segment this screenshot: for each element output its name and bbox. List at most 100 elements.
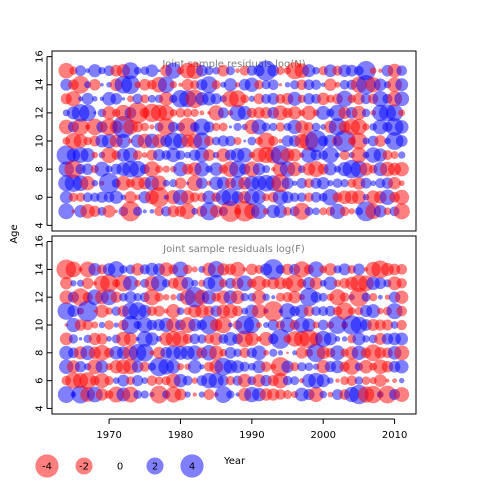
bubble <box>88 262 102 276</box>
bubble <box>138 304 152 318</box>
bubble <box>59 332 73 346</box>
bubble <box>319 390 328 399</box>
legend-label: 0 <box>117 462 123 473</box>
bubble <box>303 305 315 317</box>
y-tick-label: 14 <box>35 78 46 91</box>
bubble <box>398 109 406 117</box>
bubble <box>193 132 211 150</box>
bubble <box>146 375 158 386</box>
bubble <box>227 322 233 328</box>
bubble <box>132 375 144 387</box>
bubble <box>350 118 367 136</box>
bubble <box>353 263 365 276</box>
bubble <box>394 189 410 205</box>
bubble <box>228 125 232 129</box>
bubble <box>132 150 143 160</box>
bubble <box>200 76 218 94</box>
bubble <box>237 147 253 163</box>
bubble <box>316 374 330 388</box>
bubble <box>81 92 94 105</box>
bubble <box>312 66 320 75</box>
bubble <box>60 277 73 290</box>
bubble <box>390 321 399 329</box>
bubble <box>252 162 266 176</box>
bubble <box>326 94 335 104</box>
bubble <box>218 278 228 288</box>
bubble <box>377 307 384 315</box>
bubble <box>327 377 334 384</box>
bubble <box>395 78 409 92</box>
bubble <box>204 66 214 76</box>
bubble <box>234 82 241 88</box>
bubble <box>82 192 93 203</box>
bubble <box>345 64 358 77</box>
bubble <box>199 110 205 116</box>
bubble <box>124 191 137 204</box>
bubble <box>78 96 84 102</box>
panels: Joint sample residuals log(N) 4 6 8 10 12 14 16… <box>35 50 417 415</box>
bubble <box>356 61 376 81</box>
bubble <box>159 91 174 106</box>
bubble <box>396 319 407 331</box>
bubble <box>316 346 330 360</box>
bubble <box>217 107 229 119</box>
bubble <box>194 161 210 177</box>
bubble <box>124 291 137 304</box>
bubble <box>304 206 314 216</box>
bubble <box>208 345 224 360</box>
bubble <box>104 376 114 386</box>
bubble <box>175 108 186 118</box>
bubble <box>150 275 168 292</box>
bubble <box>157 76 175 94</box>
bubble <box>377 294 383 300</box>
bubble <box>254 80 264 90</box>
bubble <box>329 203 346 220</box>
bubble <box>116 133 131 149</box>
bubble <box>239 65 250 76</box>
bubble <box>346 375 357 386</box>
bubble <box>288 148 302 162</box>
bubble <box>394 359 409 374</box>
bubble <box>318 292 328 302</box>
bubble <box>349 287 369 307</box>
bubble <box>178 82 183 87</box>
bubble <box>251 345 267 361</box>
bubble <box>105 307 113 315</box>
bubble <box>102 204 116 218</box>
bubble <box>199 364 205 370</box>
y-tick-label: 16 <box>35 235 46 248</box>
bubble <box>340 179 349 188</box>
bubble <box>141 152 148 158</box>
y-tick-label: 4 <box>35 405 46 411</box>
bubble <box>334 336 341 342</box>
bubble <box>93 111 97 115</box>
bubble <box>308 261 325 278</box>
bubble <box>230 261 246 277</box>
bubble <box>273 204 288 218</box>
bubble <box>94 373 110 389</box>
bubble <box>390 151 399 159</box>
legend-bubble <box>146 457 164 475</box>
bubble <box>169 81 178 89</box>
bubble <box>304 121 314 132</box>
bubble <box>366 304 381 319</box>
bubble <box>94 161 110 177</box>
bubble <box>184 391 191 398</box>
bubble <box>394 387 410 402</box>
bubble <box>395 290 409 304</box>
bubble <box>262 193 271 202</box>
bubble <box>132 206 143 216</box>
bubble <box>312 207 320 216</box>
bubble <box>196 64 208 77</box>
bubble <box>269 348 278 357</box>
y-tick-label: 16 <box>35 50 46 63</box>
bubble <box>239 347 250 359</box>
bubble <box>202 190 216 204</box>
bubble <box>297 362 307 372</box>
bubble <box>218 122 228 132</box>
bubble <box>191 207 199 215</box>
bubble <box>150 385 168 404</box>
legend-bubble <box>180 454 204 478</box>
bubble <box>351 105 366 120</box>
bubble <box>162 179 170 187</box>
